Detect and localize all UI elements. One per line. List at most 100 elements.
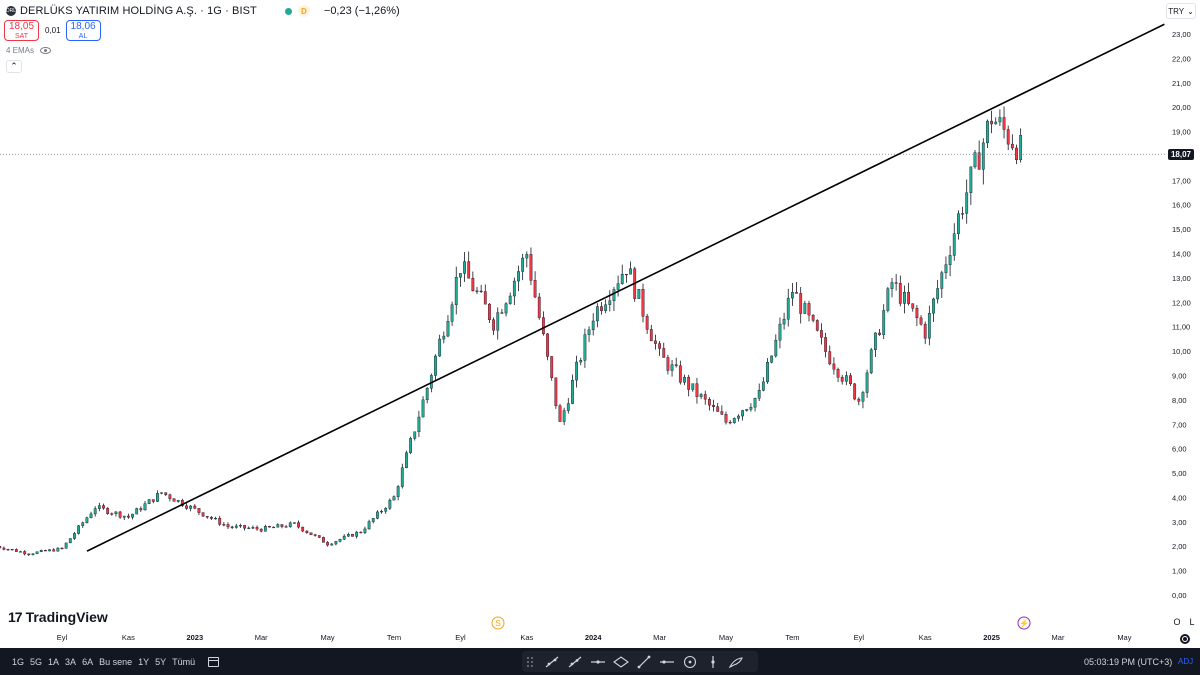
- dividend-event-icon[interactable]: [491, 616, 505, 630]
- price-tick-label: 6,00: [1172, 445, 1187, 454]
- tradingview-logo[interactable]: 17 TradingView: [8, 609, 108, 625]
- candle: [703, 394, 707, 400]
- horizontal-ray-icon[interactable]: [656, 653, 678, 671]
- candle: [716, 406, 720, 412]
- candle: [600, 306, 603, 311]
- candle: [48, 549, 51, 552]
- candle: [259, 528, 263, 532]
- candle: [558, 405, 562, 422]
- candle: [376, 511, 379, 519]
- candle: [923, 323, 927, 339]
- candle: [488, 303, 491, 320]
- candle: [525, 254, 529, 259]
- candle: [836, 369, 840, 378]
- candle: [371, 518, 375, 522]
- horizontal-line-icon[interactable]: [587, 653, 609, 671]
- candle: [255, 527, 259, 530]
- time-tick-label: 2023: [186, 633, 203, 642]
- candle: [247, 527, 251, 529]
- candle: [263, 526, 267, 532]
- gear-icon[interactable]: [1180, 634, 1190, 644]
- time-tick-label: 2024: [585, 633, 603, 642]
- range-button[interactable]: 6A: [82, 656, 94, 667]
- trend-line-icon[interactable]: [541, 653, 563, 671]
- candle: [151, 499, 155, 502]
- candle: [483, 291, 487, 305]
- segment-icon[interactable]: [633, 653, 655, 671]
- candle: [446, 321, 450, 337]
- time-axis[interactable]: Eyl Kas 2023 Mar May Tem Eyl Kas 2024 Mar May Tem Ey…: [57, 633, 1132, 642]
- range-button[interactable]: 1G: [12, 656, 25, 667]
- sell-button[interactable]: 18,05 SAT: [4, 20, 39, 41]
- candle: [683, 376, 686, 383]
- price-tick-label: 16,00: [1172, 201, 1191, 210]
- candle-series: [0, 106, 1023, 557]
- candle: [898, 283, 902, 304]
- brush-icon[interactable]: [725, 653, 747, 671]
- currency-button[interactable]: TRY ⌄: [1166, 3, 1196, 19]
- candle: [380, 511, 383, 513]
- candle: [857, 398, 861, 402]
- eye-icon[interactable]: [40, 47, 52, 54]
- adjust-toggle[interactable]: ADJ: [1178, 657, 1194, 666]
- candle: [894, 282, 898, 284]
- range-button[interactable]: 3A: [65, 656, 77, 667]
- candle: [977, 152, 981, 170]
- candle: [1006, 129, 1010, 145]
- candle: [388, 499, 392, 509]
- candle: [795, 292, 798, 294]
- candle: [218, 517, 222, 525]
- circle-icon[interactable]: [679, 653, 701, 671]
- vertical-line-icon[interactable]: [702, 653, 724, 671]
- time-tick-label: May: [321, 633, 335, 642]
- candle: [450, 304, 454, 322]
- candle: [778, 323, 782, 341]
- split-event-icon[interactable]: [1017, 616, 1031, 630]
- price-chart[interactable]: 23,0022,0021,0020,0019,0018,0017,0016,00…: [0, 0, 1200, 648]
- price-tick-label: 7,00: [1172, 420, 1187, 429]
- symbol-title[interactable]: DERLÜKS YATIRIM HOLDİNG A.Ş. · 1G · BIST: [20, 5, 257, 17]
- clock[interactable]: 05:03:19 PM (UTC+3): [1084, 656, 1173, 667]
- range-button[interactable]: 5Y: [155, 656, 167, 667]
- candle: [160, 492, 163, 494]
- candle: [363, 528, 367, 533]
- collapse-legend-button[interactable]: ⌃: [6, 60, 22, 73]
- candle: [948, 255, 952, 265]
- range-button[interactable]: 5G: [30, 656, 43, 667]
- candle: [666, 357, 670, 371]
- percent-scale-toggle[interactable]: O: [1173, 617, 1181, 627]
- range-button[interactable]: Tümü: [172, 656, 196, 667]
- calendar-icon[interactable]: [208, 656, 220, 667]
- log-scale-toggle[interactable]: L: [1189, 617, 1195, 627]
- candle: [986, 120, 989, 144]
- candle: [708, 399, 711, 406]
- last-price-tag: 18,07: [1168, 149, 1194, 161]
- candle: [176, 500, 180, 502]
- price-axis[interactable]: 23,0022,0021,0020,0019,0018,0017,0016,00…: [1172, 30, 1191, 600]
- candle: [346, 534, 350, 537]
- candle: [878, 332, 881, 335]
- candle: [583, 334, 587, 361]
- candle: [106, 507, 110, 514]
- range-button[interactable]: Bu sene: [99, 656, 133, 667]
- candle: [957, 213, 960, 234]
- candle: [886, 288, 890, 311]
- range-button[interactable]: 1A: [48, 656, 60, 667]
- drag-handle-icon[interactable]: [526, 655, 534, 668]
- range-button[interactable]: 1Y: [138, 656, 150, 667]
- candle: [2, 547, 6, 550]
- candle: [969, 166, 973, 193]
- ray-icon[interactable]: [564, 653, 586, 671]
- trend-line[interactable]: [86, 23, 1165, 552]
- candle: [392, 496, 396, 501]
- candle: [911, 303, 915, 309]
- candle: [849, 375, 852, 385]
- indicator-label[interactable]: 4 EMAs: [6, 46, 35, 55]
- tradingview-mark-icon: 17: [8, 609, 23, 625]
- candle: [533, 280, 537, 298]
- brand-name: TradingView: [25, 609, 108, 625]
- price-tick-label: 2,00: [1172, 542, 1187, 551]
- chevron-up-icon: ⌃: [10, 61, 18, 71]
- buy-button[interactable]: 18,06 AL: [65, 20, 101, 41]
- ellipse-icon[interactable]: [610, 653, 632, 671]
